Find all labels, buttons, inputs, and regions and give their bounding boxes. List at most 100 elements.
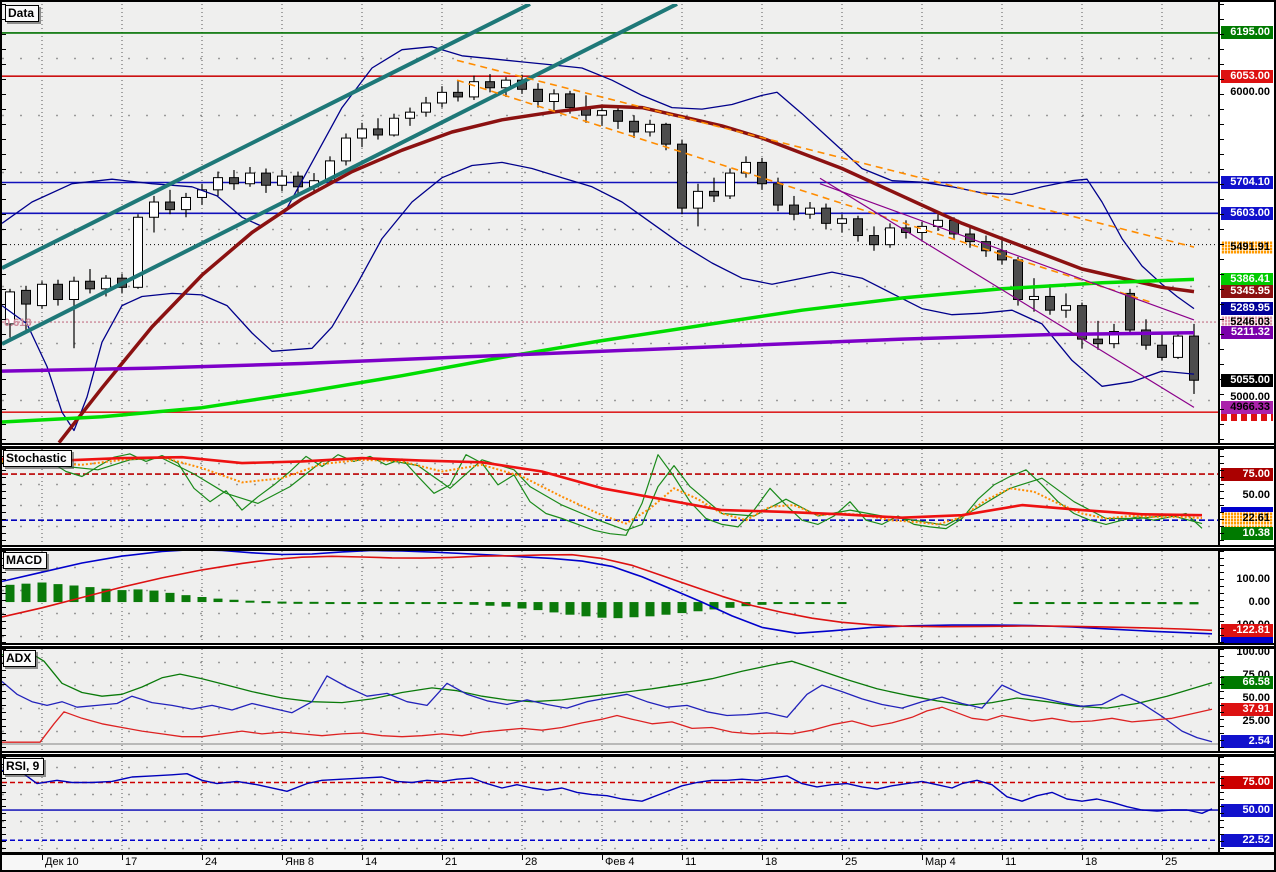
date-tick — [442, 855, 443, 860]
date-label: 28 — [525, 856, 538, 868]
value-badge: 100.00 — [1236, 572, 1270, 585]
stochastic-panel[interactable] — [2, 449, 1221, 545]
trendline — [456, 59, 1195, 248]
date-label: 14 — [365, 856, 378, 868]
main-plot[interactable]: 0.618 — [2, 4, 1221, 443]
stoch-red — [2, 455, 1203, 519]
macd-histogram — [661, 602, 671, 615]
macd-panel[interactable] — [2, 551, 1221, 643]
candle-down — [261, 172, 271, 186]
date-label: 17 — [125, 856, 138, 868]
macd-histogram — [453, 602, 463, 605]
value-badge: 25.00 — [1242, 714, 1270, 727]
value-badge: 5246.03 — [1221, 315, 1273, 329]
candle-down — [85, 280, 95, 290]
macd-histogram — [1077, 602, 1087, 605]
candle-down — [997, 250, 1007, 261]
panel-title-data[interactable]: Data — [5, 5, 40, 22]
candle-up — [837, 218, 847, 224]
trendline — [2, 4, 531, 270]
candle-up — [133, 216, 143, 288]
value-badge: 22.52 — [1221, 833, 1273, 847]
macd-histogram — [389, 602, 399, 605]
candle-down — [629, 120, 639, 133]
left-scale-ticks — [2, 449, 6, 545]
macd-histogram — [805, 602, 815, 605]
panel-title-macd[interactable]: MACD — [3, 552, 47, 569]
panel-separator — [2, 643, 1274, 649]
candle-down — [677, 143, 687, 209]
macd-histogram — [213, 598, 223, 603]
panel-title-adx[interactable]: ADX — [3, 650, 37, 667]
adx-panel[interactable] — [2, 649, 1221, 751]
candle-up — [1173, 335, 1183, 358]
candle-up — [245, 172, 255, 185]
candle-down — [53, 283, 63, 301]
value-badge: 6053.00 — [1221, 69, 1273, 83]
value-badge: 5704.10 — [1221, 176, 1273, 189]
value-badge: 5345.95 — [1221, 285, 1273, 299]
macd-histogram — [773, 602, 783, 605]
candle-up — [1109, 330, 1119, 345]
candle-down — [1189, 335, 1199, 381]
panel-separator — [2, 751, 1274, 757]
date-tick — [202, 855, 203, 860]
candle-down — [373, 128, 383, 136]
candle-up — [885, 227, 895, 246]
value-badge: 22.61 — [1221, 511, 1273, 525]
right-scale-ticks — [1220, 757, 1224, 856]
adx-plot[interactable] — [2, 649, 1221, 751]
macd-plot[interactable] — [2, 551, 1221, 643]
candle-up — [469, 81, 479, 98]
adx-green — [2, 653, 1213, 709]
candle-up — [549, 93, 559, 102]
macd-histogram — [517, 602, 527, 609]
candle-up — [341, 137, 351, 162]
candle-up — [101, 277, 111, 290]
candle-up — [725, 172, 735, 197]
date-axis[interactable]: Дек 10 17 24 Янв 8 14 21 28 Фев 4 11 18 25 Мар 4 11 1… — [2, 852, 1274, 870]
macd-histogram — [1061, 602, 1071, 605]
macd-histogram — [85, 587, 95, 603]
date-label: 18 — [765, 856, 778, 868]
value-badge: 5000.00 — [1230, 390, 1270, 403]
candle-up — [917, 225, 927, 233]
stoch-plot[interactable] — [2, 449, 1221, 545]
candle-down — [789, 204, 799, 215]
rsi-panel[interactable] — [2, 757, 1221, 856]
panel-title-rsi[interactable]: RSI, 9 — [3, 758, 45, 775]
date-tick — [762, 855, 763, 860]
candle-down — [165, 201, 175, 211]
fib-level-label: 0.618 — [4, 317, 32, 329]
candle-down — [773, 183, 783, 206]
date-label: 25 — [845, 856, 858, 868]
macd-histogram — [245, 600, 255, 603]
candle-up — [405, 111, 415, 119]
adx-plus-di-blue — [2, 675, 1213, 743]
right-scale-ticks — [1220, 551, 1224, 643]
candle-down — [661, 123, 671, 145]
date-tick — [922, 855, 923, 860]
date-label: 18 — [1085, 856, 1098, 868]
panel-title-stochastic[interactable]: Stochastic — [3, 450, 72, 467]
main-price-panel[interactable]: 0.618 — [2, 4, 1221, 443]
value-badge: -122.81 — [1221, 623, 1273, 637]
candle-down — [453, 91, 463, 98]
macd-histogram — [5, 584, 15, 603]
value-badge: 10.38 — [1221, 526, 1273, 540]
candle-up — [37, 283, 47, 307]
macd-histogram — [117, 590, 127, 603]
macd-histogram — [261, 601, 271, 604]
rsi-plot[interactable] — [2, 757, 1221, 856]
candle-down — [1093, 338, 1103, 345]
candle-up — [501, 79, 511, 89]
macd-histogram — [1029, 602, 1039, 605]
macd-histogram — [277, 601, 287, 604]
date-tick — [122, 855, 123, 860]
right-scale-ticks — [1220, 4, 1224, 443]
macd-histogram — [437, 602, 447, 605]
date-tick — [362, 855, 363, 860]
candle-up — [1029, 295, 1039, 301]
candle-down — [1013, 259, 1023, 301]
macd-histogram — [69, 585, 79, 603]
